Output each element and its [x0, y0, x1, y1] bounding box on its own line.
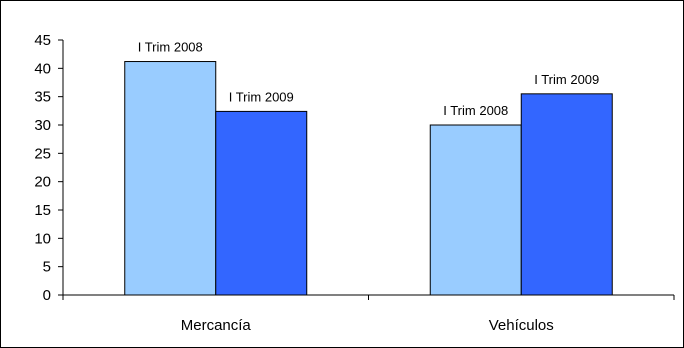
- plot-area: 0 5 10 15 20 25 30 35 40 45 I Trim 2008 I Trim 2009…: [34, 32, 675, 334]
- y-tick-label: 30: [34, 117, 51, 134]
- y-tick-label: 15: [34, 202, 51, 219]
- y-tick-label: 5: [43, 259, 51, 276]
- y-tick-label: 10: [34, 230, 51, 247]
- bar: [124, 61, 217, 296]
- y-tick-label: 25: [34, 145, 51, 162]
- x-category-label: Mercancía: [181, 317, 252, 334]
- y-tick-label: 40: [34, 60, 51, 77]
- y-tick-label: 45: [34, 32, 51, 49]
- bar-data-label: I Trim 2008: [138, 40, 203, 55]
- bar: [215, 110, 308, 296]
- bar-data-label: I Trim 2008: [443, 103, 508, 118]
- y-tick-label: 0: [43, 287, 51, 304]
- y-tick-label: 35: [34, 89, 51, 106]
- y-tick-label: 20: [34, 174, 51, 191]
- bar: [429, 124, 522, 296]
- bar-data-label: I Trim 2009: [534, 72, 599, 87]
- bar-data-label: I Trim 2009: [229, 89, 294, 104]
- x-category-label: Vehículos: [489, 317, 554, 334]
- bar: [520, 93, 613, 296]
